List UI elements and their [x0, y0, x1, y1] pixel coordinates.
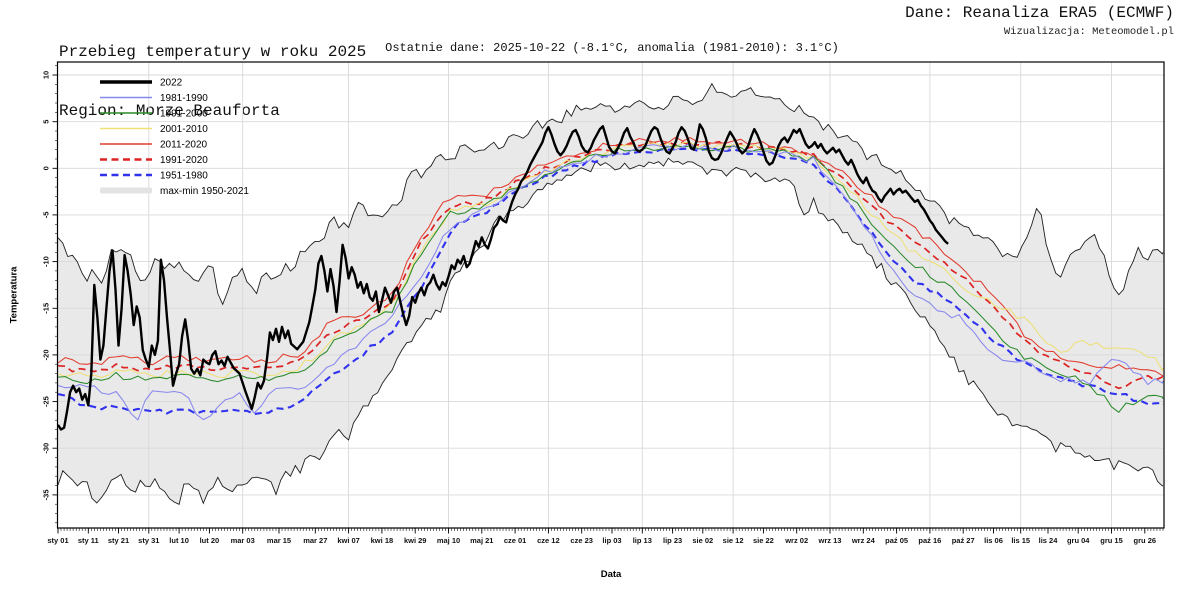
x-tick-label: paź 27 [952, 536, 975, 545]
x-tick-label: lut 20 [200, 536, 220, 545]
x-tick-label: mar 27 [303, 536, 327, 545]
y-tick-label: -15 [42, 303, 51, 314]
y-tick-label: 0 [42, 166, 51, 170]
x-tick-label: gru 26 [1134, 536, 1157, 545]
x-tick-label: paź 05 [885, 536, 908, 545]
legend-item-2022: 2022 [100, 78, 183, 89]
series-lines [56, 123, 1164, 431]
legend-label: 2011-2020 [160, 140, 208, 151]
legend-label: 1991-2000 [160, 109, 208, 120]
plot-border [56, 61, 1165, 529]
y-tick-label: -20 [42, 349, 51, 360]
x-tick-label: sty 01 [47, 536, 68, 545]
legend-label: 2001-2010 [160, 124, 208, 135]
axes: sty 01 sty 11 sty 21 sty 31 lut 10 lut 20 mar … [42, 61, 1165, 545]
x-tick-label: lis 24 [1039, 536, 1059, 545]
last-data-subtitle: Ostatnie dane: 2025-10-22 (-8.1°C, anoma… [385, 41, 839, 55]
figure-header-left: Przebieg temperatury w roku 2025 Region:… [59, 4, 366, 160]
x-tick-label: paź 16 [918, 536, 941, 545]
y-tick-label: -25 [42, 396, 51, 407]
data-source-label: Dane: Reanaliza ERA5 (ECMWF) [905, 4, 1174, 22]
visualization-credit: Wizualizacja: Meteomodel.pl [1003, 26, 1174, 38]
band-upper-edge [57, 82, 1164, 306]
legend-label: 2022 [160, 78, 183, 89]
x-tick-label: sty 11 [78, 536, 99, 545]
legend-label: 1951-1980 [160, 171, 208, 182]
series-line-1981-1990 [57, 142, 1164, 421]
series-line-2001-2010 [57, 141, 1164, 379]
maxmin-band-edges [57, 82, 1164, 505]
maxmin-band [58, 83, 1163, 505]
x-tick-label: wrz 02 [784, 536, 808, 545]
x-tick-label: sie 22 [753, 536, 774, 545]
legend-item-2011-2020: 2011-2020 [100, 140, 208, 151]
band-lower-edge [57, 157, 1164, 505]
x-tick-label: wrz 13 [818, 536, 842, 545]
x-tick-label: cze 12 [537, 536, 560, 545]
x-tick-label: mar 03 [231, 536, 255, 545]
legend-label: max-min 1950-2021 [160, 186, 249, 197]
legend: 2022 1981-1990 1991-2000 2001-2010 2011-2020… [100, 78, 249, 197]
x-tick-label: sty 21 [108, 536, 129, 545]
x-tick-label: kwi 29 [404, 536, 427, 545]
y-tick-label: -30 [42, 443, 51, 454]
x-tick-label: lis 15 [1011, 536, 1030, 545]
x-tick-label: lut 10 [169, 536, 189, 545]
legend-label: 1991-2020 [160, 155, 208, 166]
legend-item-1991-2000: 1991-2000 [100, 109, 208, 120]
x-axis-title: Data [600, 569, 622, 580]
legend-label: 1981-1990 [160, 93, 208, 104]
x-tick-label: lip 03 [602, 536, 621, 545]
x-tick-label: maj 10 [437, 536, 460, 545]
figure-header-right: Dane: Reanaliza ERA5 (ECMWF) Wizualizacj… [905, 4, 1174, 38]
legend-item-max-min 1950-2021: max-min 1950-2021 [100, 186, 249, 197]
legend-item-2001-2010: 2001-2010 [100, 124, 208, 135]
series-line-2022 [56, 123, 949, 431]
series-line-1991-2020 [57, 140, 1164, 390]
legend-item-1991-2020: 1991-2020 [100, 155, 208, 166]
legend-band-swatch [100, 187, 152, 194]
region-subtitle: Region: Morze Beauforta [59, 101, 280, 120]
x-tick-label: cze 01 [504, 536, 527, 545]
y-tick-label: 10 [42, 71, 51, 79]
legend-item-1981-1990: 1981-1990 [100, 93, 208, 104]
y-tick-label: -10 [42, 256, 51, 267]
x-tick-label: sie 12 [723, 536, 744, 545]
x-tick-label: cze 23 [570, 536, 593, 545]
x-tick-label: maj 21 [470, 536, 493, 545]
x-tick-label: mar 15 [267, 536, 291, 545]
x-tick-label: sty 31 [138, 536, 159, 545]
y-tick-label: 5 [42, 120, 51, 124]
x-tick-label: kwi 18 [371, 536, 394, 545]
maxmin-band-fill [58, 83, 1163, 505]
grid-lines [57, 62, 1164, 528]
x-tick-label: lip 13 [633, 536, 652, 545]
series-line-2011-2020 [57, 136, 1164, 377]
y-tick-label: -5 [42, 212, 51, 219]
x-tick-label: wrz 24 [851, 536, 876, 545]
x-tick-label: gru 04 [1067, 536, 1090, 545]
x-tick-label: sie 02 [692, 536, 713, 545]
page-title: Przebieg temperatury w roku 2025 [59, 43, 367, 61]
x-tick-label: lis 06 [984, 536, 1003, 545]
legend-item-1951-1980: 1951-1980 [100, 171, 208, 182]
x-tick-label: kwi 07 [337, 536, 360, 545]
x-tick-label: lip 23 [663, 536, 682, 545]
x-tick-label: gru 15 [1100, 536, 1123, 545]
y-tick-label: -35 [42, 489, 51, 500]
